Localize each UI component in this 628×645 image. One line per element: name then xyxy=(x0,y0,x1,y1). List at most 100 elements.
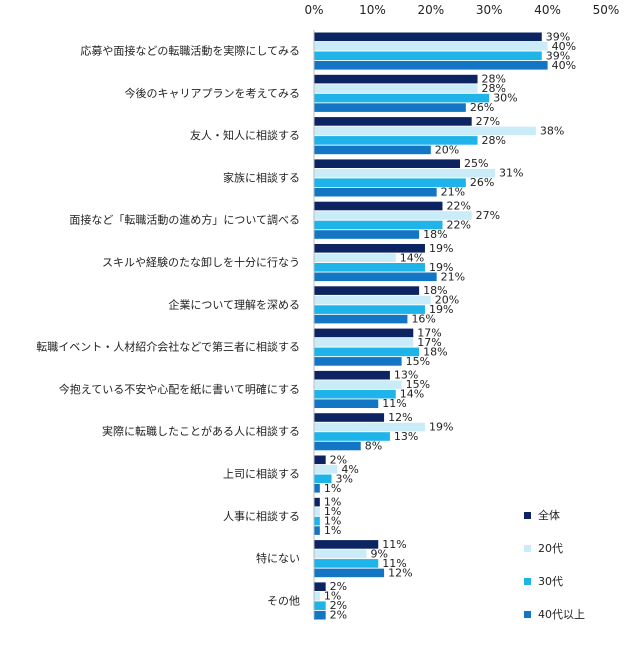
category-label: 転職イベント・人材紹介会社などで第三者に相談する xyxy=(36,340,300,354)
bar xyxy=(314,61,548,70)
category-label: 人事に相談する xyxy=(223,509,300,523)
bar xyxy=(314,347,420,357)
category-label: 応募や面接などの転職活動を実際にしてみる xyxy=(80,44,300,58)
bar xyxy=(314,201,443,211)
legend: 全体 20代 30代 40代以上 xyxy=(524,508,585,621)
data-label: 30% xyxy=(493,92,517,105)
legend-swatch xyxy=(524,578,531,585)
data-label: 1% xyxy=(324,482,341,495)
data-label: 20% xyxy=(435,143,459,156)
bar xyxy=(314,526,320,535)
data-label: 28% xyxy=(482,134,506,147)
legend-label: 40代以上 xyxy=(538,608,585,621)
legend-label: 全体 xyxy=(538,508,560,522)
data-label: 2% xyxy=(330,599,347,612)
data-label: 13% xyxy=(394,430,418,443)
bar xyxy=(314,497,320,507)
data-label: 28% xyxy=(482,73,506,86)
data-label: 12% xyxy=(388,566,412,579)
data-label: 40% xyxy=(552,40,576,53)
data-label: 13% xyxy=(394,369,418,382)
category-label: 実際に転職したことがある人に相談する xyxy=(102,424,300,438)
bar xyxy=(314,93,490,103)
bar xyxy=(314,220,443,230)
category-label: 友人・知人に相談する xyxy=(190,128,300,142)
bar xyxy=(314,357,402,366)
data-label: 11% xyxy=(382,557,406,570)
bar xyxy=(314,413,385,422)
category-label: その他 xyxy=(267,594,300,607)
value-labels: 39%28%27%25%22%19%18%17%13%12%2%1%11%2%4… xyxy=(324,30,576,621)
bar xyxy=(314,286,420,295)
bar xyxy=(314,465,338,474)
legend-swatch xyxy=(524,512,531,519)
bar xyxy=(314,559,379,568)
bar xyxy=(314,32,542,42)
bar xyxy=(314,507,320,516)
x-tick-label: 30% xyxy=(476,3,503,17)
bar xyxy=(314,432,390,441)
data-label: 1% xyxy=(324,496,341,509)
bar xyxy=(314,126,536,136)
bar-groups xyxy=(314,32,548,620)
data-label: 1% xyxy=(324,515,341,528)
data-label: 20% xyxy=(435,294,459,307)
data-label: 15% xyxy=(406,355,430,368)
data-label: 39% xyxy=(546,49,570,62)
data-label: 18% xyxy=(423,228,447,241)
data-label: 19% xyxy=(429,261,453,274)
category-label: 家族に相談する xyxy=(223,170,300,184)
x-tick-label: 40% xyxy=(534,3,561,17)
category-label: 今抱えている不安や心配を紙に書いて明確にする xyxy=(59,382,300,396)
data-label: 11% xyxy=(382,538,406,551)
data-label: 12% xyxy=(388,411,412,424)
bar xyxy=(314,389,396,399)
bar xyxy=(314,103,466,112)
data-label: 27% xyxy=(476,115,500,128)
category-labels: 応募や面接などの転職活動を実際にしてみる今後のキャリアプランを考えてみる友人・知… xyxy=(36,44,300,608)
bar xyxy=(314,380,402,389)
bar xyxy=(314,540,379,549)
data-label: 1% xyxy=(324,505,341,518)
data-label: 9% xyxy=(371,547,388,560)
bar xyxy=(314,441,361,451)
data-label: 4% xyxy=(341,463,358,476)
data-label: 17% xyxy=(417,326,441,339)
bar xyxy=(314,328,414,338)
data-label: 22% xyxy=(446,219,470,232)
bar xyxy=(314,516,320,526)
bar xyxy=(314,582,326,591)
data-label: 14% xyxy=(400,388,424,401)
category-label: 上司に相談する xyxy=(223,467,300,481)
data-label: 19% xyxy=(429,242,453,255)
bar xyxy=(314,74,478,84)
bar xyxy=(314,422,425,432)
bar xyxy=(314,84,478,93)
category-label: 特にない xyxy=(256,551,300,565)
data-label: 3% xyxy=(336,472,353,485)
bar xyxy=(314,51,542,61)
x-tick-label: 10% xyxy=(359,3,386,17)
data-label: 27% xyxy=(476,209,500,222)
data-label: 26% xyxy=(470,176,494,189)
bar xyxy=(314,295,431,305)
data-label: 22% xyxy=(446,200,470,213)
bar xyxy=(314,159,460,168)
data-label: 38% xyxy=(540,124,564,137)
legend-label: 30代 xyxy=(538,575,563,588)
x-tick-label: 50% xyxy=(593,3,620,17)
bar xyxy=(314,211,472,220)
bar xyxy=(314,230,420,239)
data-label: 31% xyxy=(499,167,523,180)
bar xyxy=(314,549,367,559)
data-label: 21% xyxy=(441,270,465,283)
data-label: 39% xyxy=(546,30,570,43)
data-label: 14% xyxy=(400,251,424,264)
bar xyxy=(314,568,385,578)
bar xyxy=(314,484,320,493)
data-label: 2% xyxy=(330,580,347,593)
data-label: 2% xyxy=(330,609,347,622)
data-label: 26% xyxy=(470,101,494,114)
data-label: 11% xyxy=(382,397,406,410)
